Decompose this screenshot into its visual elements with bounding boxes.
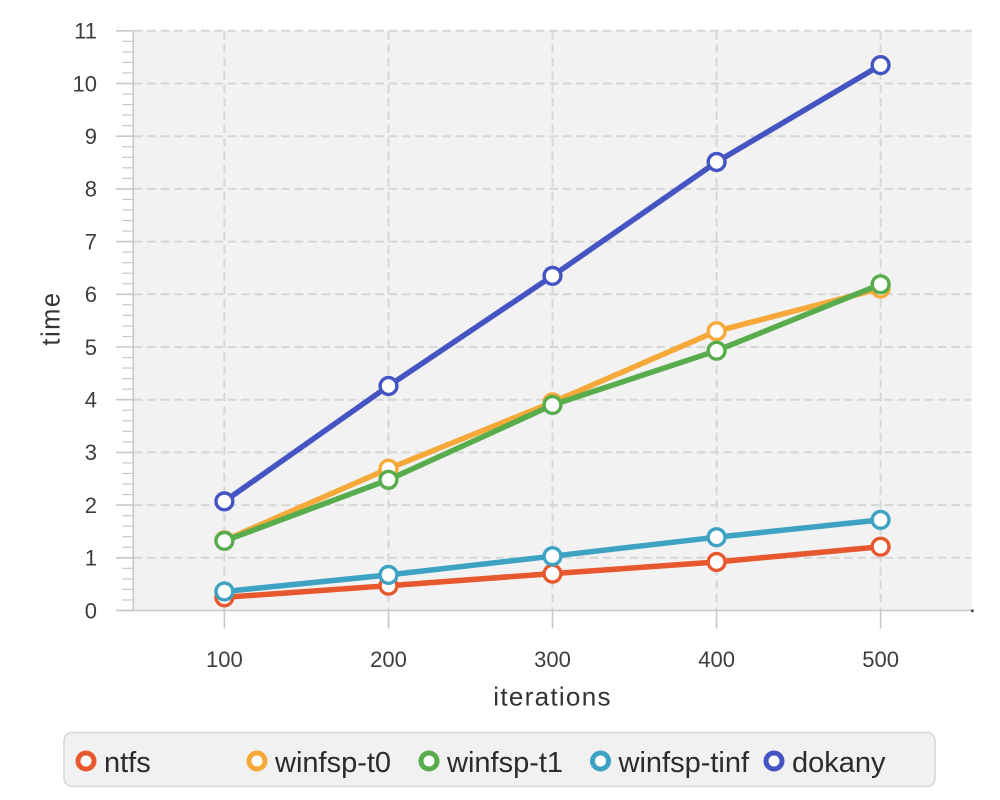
svg-text:ntfs: ntfs: [104, 747, 151, 779]
svg-text:winfsp-t0: winfsp-t0: [274, 747, 391, 779]
svg-text:5: 5: [85, 335, 97, 360]
svg-text:8: 8: [85, 177, 97, 202]
svg-text:2: 2: [85, 493, 97, 518]
svg-text:winfsp-tinf: winfsp-tinf: [618, 747, 750, 779]
svg-text:500: 500: [862, 647, 899, 672]
svg-text:iterations: iterations: [493, 682, 612, 712]
svg-text:time: time: [38, 291, 66, 345]
svg-text:0: 0: [85, 598, 97, 623]
svg-text:7: 7: [85, 229, 97, 254]
svg-text:4: 4: [85, 388, 97, 413]
svg-text:10: 10: [73, 71, 97, 96]
svg-text:9: 9: [85, 124, 97, 149]
svg-text:11: 11: [74, 19, 97, 44]
svg-text:200: 200: [370, 647, 407, 672]
svg-text:6: 6: [85, 282, 97, 307]
svg-text:dokany: dokany: [792, 747, 886, 779]
svg-text:1: 1: [85, 546, 97, 571]
svg-text:3: 3: [85, 440, 97, 465]
svg-text:300: 300: [534, 647, 571, 672]
svg-text:400: 400: [698, 647, 735, 672]
svg-text:100: 100: [206, 647, 243, 672]
svg-text:winfsp-t1: winfsp-t1: [446, 747, 563, 779]
